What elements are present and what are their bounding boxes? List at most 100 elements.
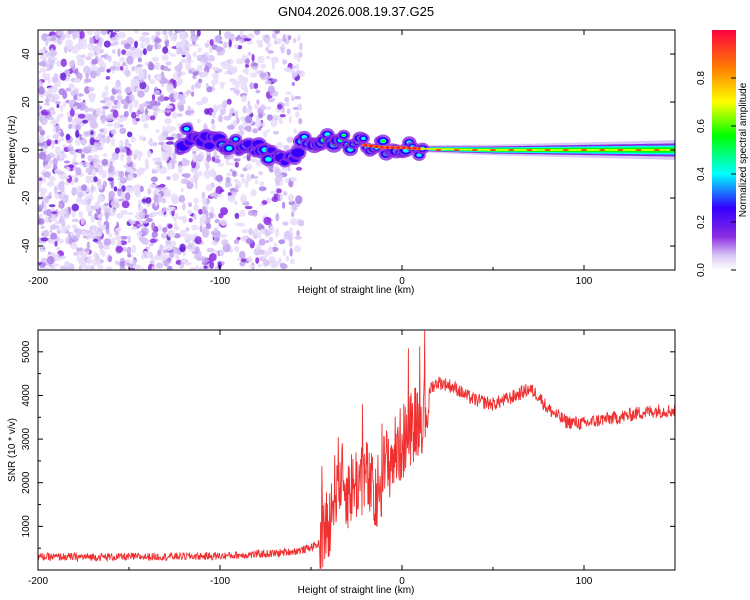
trace-blob-core bbox=[183, 126, 190, 131]
noise-dot bbox=[164, 109, 172, 113]
noise-dot bbox=[48, 176, 56, 182]
noise-dot bbox=[155, 129, 160, 134]
noise-dot bbox=[127, 173, 134, 181]
noise-dot bbox=[294, 235, 303, 240]
noise-dot bbox=[185, 109, 192, 116]
noise-dot bbox=[127, 144, 131, 148]
noise-dot bbox=[54, 220, 61, 225]
noise-dot bbox=[192, 51, 197, 58]
noise-dot bbox=[141, 220, 149, 224]
noise-dot bbox=[65, 39, 73, 47]
noise-dot bbox=[81, 38, 88, 43]
noise-dot bbox=[289, 247, 293, 257]
noise-dot bbox=[201, 71, 209, 78]
noise-dot bbox=[85, 203, 91, 213]
noise-dot bbox=[233, 239, 240, 245]
noise-dot bbox=[102, 153, 108, 158]
noise-dot bbox=[85, 232, 94, 239]
noise-dot bbox=[93, 251, 97, 259]
noise-dot bbox=[179, 243, 186, 253]
noise-dot bbox=[46, 73, 51, 80]
noise-dot bbox=[87, 154, 93, 162]
noise-dot bbox=[136, 150, 143, 158]
noise-dot bbox=[222, 243, 231, 253]
noise-dot bbox=[284, 178, 290, 184]
noise-dot bbox=[81, 184, 87, 192]
noise-dot bbox=[218, 113, 223, 123]
noise-dot bbox=[177, 68, 182, 78]
noise-dot bbox=[246, 173, 251, 182]
noise-dot bbox=[39, 187, 48, 194]
noise-dot bbox=[139, 211, 146, 220]
noise-dot bbox=[46, 63, 54, 69]
noise-dot bbox=[162, 227, 168, 233]
noise-dot bbox=[124, 192, 131, 201]
noise-dot bbox=[243, 38, 252, 42]
noise-dot bbox=[88, 92, 97, 99]
noise-dot bbox=[257, 249, 265, 256]
noise-dot bbox=[48, 107, 55, 112]
noise-dot bbox=[50, 85, 58, 94]
noise-dot bbox=[59, 265, 67, 270]
noise-dot bbox=[42, 178, 47, 183]
noise-dot bbox=[289, 218, 298, 226]
noise-dot bbox=[152, 141, 158, 147]
noise-dot bbox=[295, 63, 300, 71]
noise-dot bbox=[292, 203, 297, 211]
noise-dot bbox=[56, 247, 61, 251]
noise-dot bbox=[90, 130, 94, 136]
noise-dot bbox=[195, 264, 199, 270]
noise-dot bbox=[237, 81, 242, 85]
noise-dot bbox=[215, 45, 222, 53]
noise-dot bbox=[276, 188, 282, 194]
noise-dot bbox=[63, 194, 69, 199]
noise-dot bbox=[185, 89, 192, 95]
noise-dot bbox=[212, 72, 220, 79]
noise-dot bbox=[76, 253, 80, 263]
noise-dot bbox=[183, 159, 190, 166]
noise-dot bbox=[263, 75, 272, 80]
noise-dot bbox=[62, 90, 68, 99]
noise-dot bbox=[124, 86, 133, 94]
noise-dot bbox=[128, 267, 136, 270]
noise-dot bbox=[101, 224, 107, 231]
noise-dot bbox=[67, 116, 73, 123]
noise-dot bbox=[41, 111, 50, 116]
noise-dot bbox=[62, 101, 67, 108]
noise-dot bbox=[78, 210, 84, 218]
noise-dot bbox=[162, 130, 169, 136]
noise-dot bbox=[277, 104, 283, 110]
noise-dot bbox=[129, 46, 136, 51]
noise-dot bbox=[268, 97, 276, 101]
noise-dot bbox=[181, 258, 187, 263]
noise-dot bbox=[103, 238, 112, 246]
noise-dot bbox=[206, 223, 212, 230]
noise-dot bbox=[70, 59, 75, 69]
noise-dot bbox=[287, 166, 291, 172]
noise-dot bbox=[235, 189, 239, 193]
noise-dot bbox=[130, 136, 136, 143]
noise-dot bbox=[78, 60, 86, 65]
noise-dot bbox=[129, 94, 135, 102]
noise-dot bbox=[199, 225, 203, 233]
noise-dot bbox=[67, 30, 74, 35]
noise-dot bbox=[77, 191, 84, 199]
noise-dot bbox=[247, 51, 252, 56]
noise-dot bbox=[297, 34, 301, 42]
noise-dot bbox=[144, 62, 149, 66]
noise-dot bbox=[70, 90, 76, 97]
noise-dot bbox=[136, 230, 143, 237]
noise-dot bbox=[120, 98, 128, 105]
noise-dot bbox=[185, 62, 192, 71]
noise-dot bbox=[185, 227, 190, 232]
noise-dot bbox=[252, 128, 258, 134]
noise-dot bbox=[110, 200, 117, 207]
noise-dot bbox=[46, 139, 52, 147]
noise-dot bbox=[167, 162, 173, 170]
noise-dot bbox=[239, 209, 246, 217]
noise-dot bbox=[93, 176, 98, 183]
noise-dot bbox=[126, 187, 135, 193]
noise-dot bbox=[110, 128, 117, 135]
y-tick-label: 1000 bbox=[21, 515, 32, 538]
noise-dot bbox=[250, 174, 255, 179]
